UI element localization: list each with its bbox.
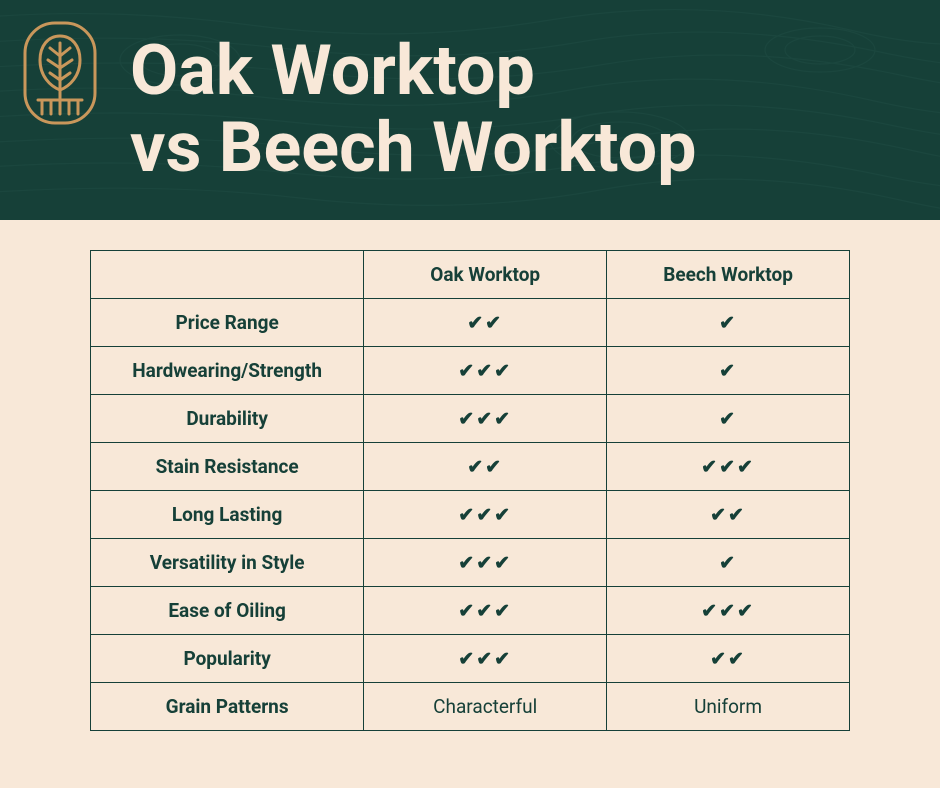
comparison-table: Oak Worktop Beech Worktop Price Range✔✔✔… xyxy=(90,250,850,731)
beech-cell: ✔ xyxy=(607,539,850,587)
row-label: Price Range xyxy=(91,299,364,347)
table-header-row: Oak Worktop Beech Worktop xyxy=(91,251,850,299)
table-row: Price Range✔✔✔ xyxy=(91,299,850,347)
row-label: Durability xyxy=(91,395,364,443)
col-header-empty xyxy=(91,251,364,299)
oak-cell: ✔✔ xyxy=(364,299,607,347)
oak-cell: ✔✔✔ xyxy=(364,635,607,683)
row-label: Versatility in Style xyxy=(91,539,364,587)
row-label: Hardwearing/Strength xyxy=(91,347,364,395)
oak-cell: ✔✔✔ xyxy=(364,491,607,539)
oak-cell: ✔✔✔ xyxy=(364,539,607,587)
table-row: Ease of Oiling✔✔✔✔✔✔ xyxy=(91,587,850,635)
oak-cell: ✔✔ xyxy=(364,443,607,491)
row-label: Ease of Oiling xyxy=(91,587,364,635)
oak-cell: ✔✔✔ xyxy=(364,395,607,443)
table-row: Long Lasting✔✔✔✔✔ xyxy=(91,491,850,539)
page-title: Oak Worktop vs Beech Worktop xyxy=(130,33,697,187)
beech-cell: ✔✔✔ xyxy=(607,587,850,635)
row-label: Stain Resistance xyxy=(91,443,364,491)
table-row: Popularity✔✔✔✔✔ xyxy=(91,635,850,683)
table-row: Stain Resistance✔✔✔✔✔ xyxy=(91,443,850,491)
beech-cell: ✔ xyxy=(607,299,850,347)
beech-cell: ✔✔✔ xyxy=(607,443,850,491)
table-row: Hardwearing/Strength✔✔✔✔ xyxy=(91,347,850,395)
col-header-oak: Oak Worktop xyxy=(364,251,607,299)
table-row: Versatility in Style✔✔✔✔ xyxy=(91,539,850,587)
title-line-1: Oak Worktop xyxy=(130,30,535,112)
table-row: Grain PatternsCharacterfulUniform xyxy=(91,683,850,731)
beech-cell: ✔ xyxy=(607,347,850,395)
content-area: Oak Worktop Beech Worktop Price Range✔✔✔… xyxy=(0,220,940,761)
row-label: Popularity xyxy=(91,635,364,683)
header: Oak Worktop vs Beech Worktop xyxy=(0,0,940,220)
col-header-beech: Beech Worktop xyxy=(607,251,850,299)
oak-cell: ✔✔✔ xyxy=(364,347,607,395)
beech-cell: Uniform xyxy=(607,683,850,731)
tree-logo-icon xyxy=(20,18,100,128)
oak-cell: Characterful xyxy=(364,683,607,731)
row-label: Long Lasting xyxy=(91,491,364,539)
row-label: Grain Patterns xyxy=(91,683,364,731)
beech-cell: ✔✔ xyxy=(607,491,850,539)
oak-cell: ✔✔✔ xyxy=(364,587,607,635)
beech-cell: ✔✔ xyxy=(607,635,850,683)
beech-cell: ✔ xyxy=(607,395,850,443)
title-line-2: vs Beech Worktop xyxy=(130,107,697,189)
table-row: Durability✔✔✔✔ xyxy=(91,395,850,443)
